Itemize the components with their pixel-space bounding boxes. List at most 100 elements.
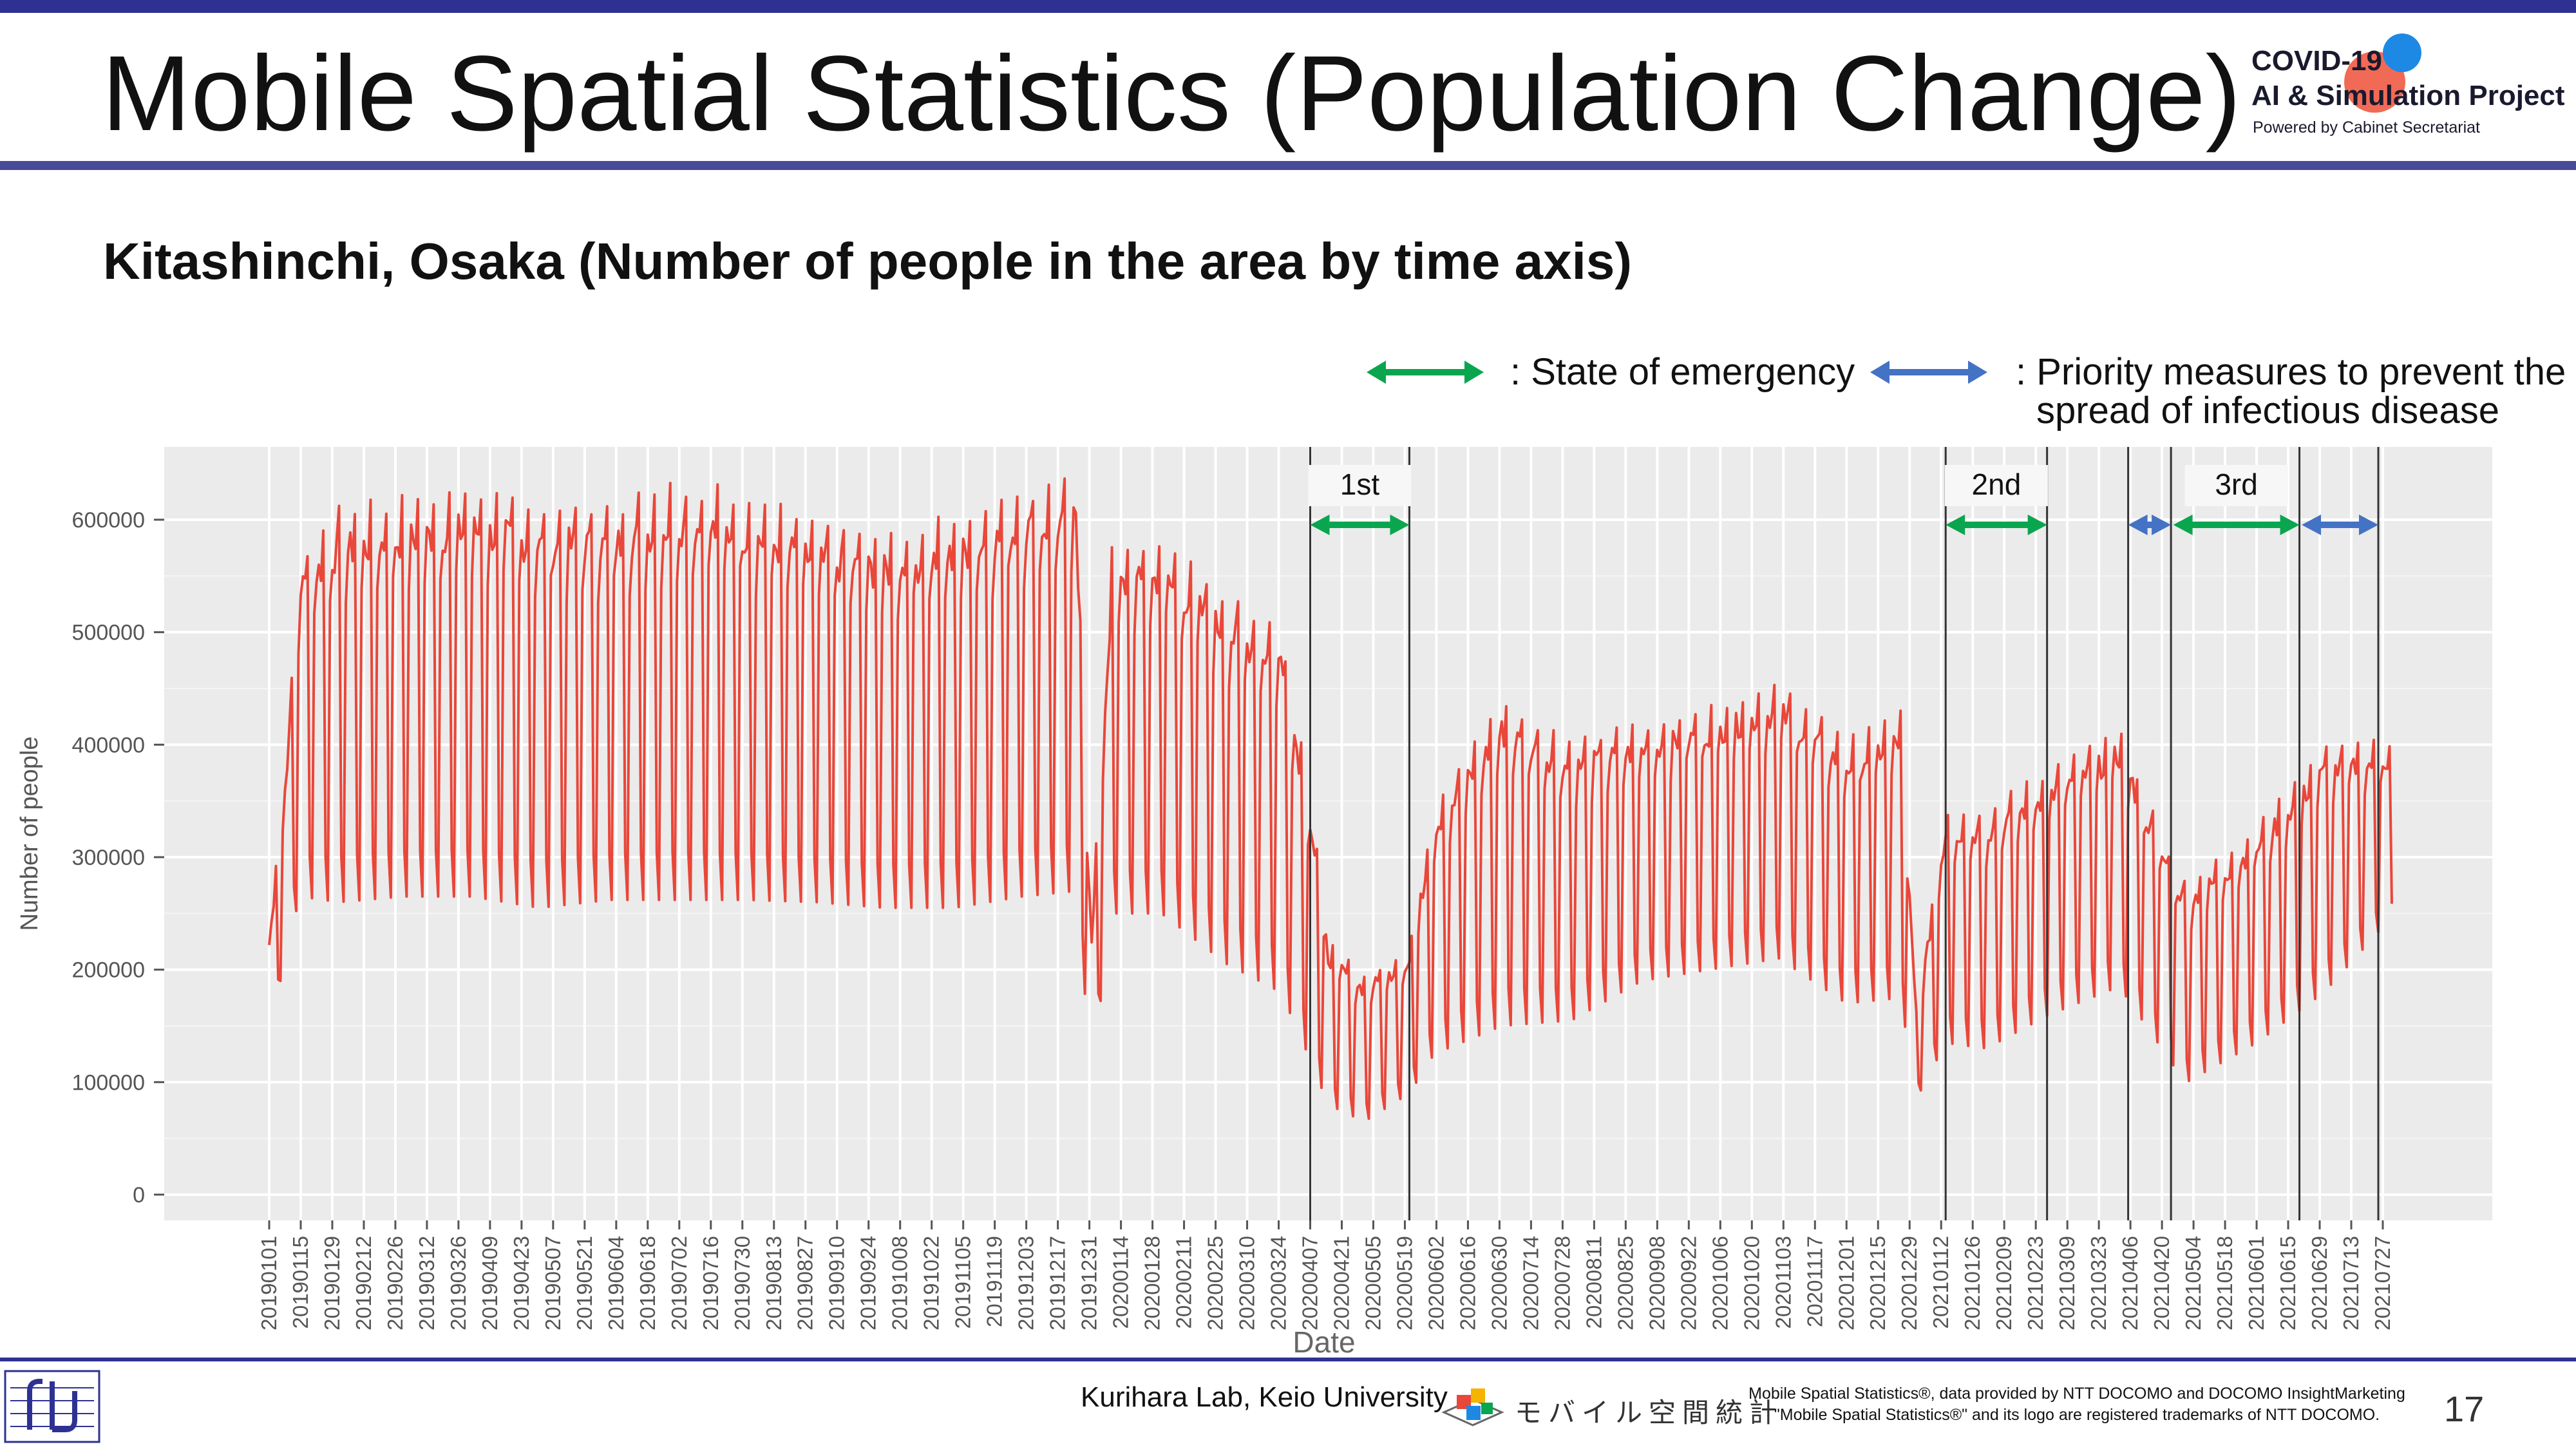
x-tick-label: 20210126 — [1960, 1236, 1984, 1331]
emergency-arrow-head-left — [1946, 515, 1965, 535]
x-tick-label: 20210309 — [2055, 1236, 2079, 1331]
period-label: 2nd — [1972, 468, 2022, 501]
x-tick-label: 20210323 — [2087, 1236, 2110, 1331]
x-tick-label: 20201103 — [1771, 1236, 1795, 1329]
x-tick-label: 20201215 — [1866, 1236, 1889, 1331]
x-tick-label: 20200519 — [1392, 1236, 1416, 1331]
x-axis-title: Date — [1293, 1325, 1355, 1359]
y-tick-label: 600000 — [72, 508, 145, 533]
x-tick-label: 20190730 — [730, 1236, 754, 1331]
x-tick-label: 20200310 — [1235, 1236, 1259, 1331]
y-tick-label: 200000 — [72, 958, 145, 983]
x-tick-label: 20201117 — [1803, 1236, 1826, 1327]
priority-arrow-head-right — [2359, 515, 2379, 535]
footer-divider — [0, 1358, 2576, 1361]
chart-subtitle: Kitashinchi, Osaka (Number of people in … — [103, 232, 1632, 290]
header-divider — [0, 161, 2576, 170]
x-tick-label: 20200825 — [1613, 1236, 1637, 1331]
data-source-line-1: Mobile Spatial Statistics®, data provide… — [1748, 1385, 2405, 1403]
mobile-stats-logo-text: モバイル空間統計 — [1515, 1397, 1783, 1428]
header-top-bar — [0, 0, 2576, 13]
x-tick-label: 20200728 — [1550, 1236, 1574, 1331]
page-number: 17 — [2444, 1388, 2485, 1429]
x-tick-label: 20200922 — [1676, 1236, 1700, 1331]
x-tick-label: 20210601 — [2244, 1236, 2268, 1331]
x-tick-label: 20200602 — [1424, 1236, 1448, 1331]
x-tick-label: 20210504 — [2181, 1236, 2205, 1331]
emergency-arrow-head-right — [1390, 515, 1410, 535]
lab-logo-icon — [4, 1370, 100, 1443]
x-tick-label: 20200630 — [1487, 1236, 1511, 1331]
x-tick-label: 20190507 — [541, 1236, 565, 1331]
period-label: 1st — [1340, 468, 1380, 501]
mobile-spatial-statistics-logo: モバイル空間統計 — [1437, 1377, 1776, 1435]
priority-arrow-head-right — [2152, 515, 2172, 535]
x-tick-label: 20210406 — [2118, 1236, 2142, 1331]
logo-line-2: AI & Simulation Project — [2251, 80, 2565, 111]
x-tick-label: 20191231 — [1077, 1236, 1101, 1331]
x-tick-label: 20190827 — [793, 1236, 817, 1331]
logo-line-1: COVID-19 — [2251, 45, 2382, 77]
x-tick-label: 20210713 — [2339, 1236, 2363, 1331]
x-tick-label: 20210518 — [2213, 1236, 2237, 1331]
x-tick-label: 20191217 — [1046, 1236, 1070, 1331]
x-tick-label: 20190129 — [320, 1236, 344, 1331]
x-tick-label: 20210420 — [2150, 1236, 2174, 1331]
x-tick-label: 20190521 — [573, 1236, 596, 1331]
x-tick-label: 20190716 — [699, 1236, 723, 1331]
x-tick-label: 20190924 — [857, 1236, 880, 1331]
logo-blue-circle — [2383, 33, 2421, 72]
y-tick-label: 500000 — [72, 621, 145, 645]
x-tick-label: 20200908 — [1645, 1236, 1669, 1331]
x-tick-label: 20200714 — [1519, 1236, 1542, 1331]
x-tick-label: 20200407 — [1298, 1236, 1322, 1331]
emergency-legend-label: : State of emergency — [1510, 351, 1855, 393]
emergency-arrow-head-left — [1310, 515, 1330, 535]
period-label: 3rd — [2215, 468, 2257, 501]
priority-legend-arrow — [1870, 361, 1987, 384]
x-tick-label: 20191022 — [920, 1236, 943, 1331]
priority-legend-label-line1: : Priority measures to prevent the — [2016, 351, 2566, 393]
chart-legend: : State of emergency : Priority measures… — [1359, 348, 2576, 444]
x-tick-label: 20191105 — [951, 1236, 975, 1329]
project-logo: COVID-19 AI & Simulation Project Powered… — [2248, 26, 2570, 148]
x-tick-label: 20190212 — [352, 1236, 375, 1331]
period-label-box — [2184, 465, 2288, 506]
x-tick-label: 20191008 — [888, 1236, 912, 1331]
mobile-stats-cube-icon — [1441, 1388, 1504, 1426]
x-tick-label: 20201229 — [1897, 1236, 1921, 1331]
y-axis-title: Number of people — [16, 736, 43, 931]
x-tick-label: 20190604 — [604, 1236, 628, 1331]
data-source-line-2: "Mobile Spatial Statistics®" and its log… — [1774, 1406, 2380, 1424]
x-tick-label: 20210615 — [2276, 1236, 2300, 1331]
period-label-box — [1308, 465, 1412, 506]
x-tick-label: 20200324 — [1267, 1236, 1291, 1331]
x-tick-label: 20190910 — [825, 1236, 849, 1331]
x-tick-label: 20210223 — [2023, 1236, 2047, 1331]
y-tick-label: 100000 — [72, 1070, 145, 1095]
y-tick-label: 300000 — [72, 846, 145, 870]
slide-title: Mobile Spatial Statistics (Population Ch… — [102, 34, 2241, 153]
x-tick-label: 20200616 — [1455, 1236, 1479, 1331]
emergency-arrow-head-right — [2027, 515, 2047, 535]
data-source-note: Mobile Spatial Statistics®, data provide… — [1736, 1383, 2418, 1426]
x-tick-label: 20200114 — [1109, 1236, 1133, 1329]
x-tick-label: 20200211 — [1172, 1236, 1196, 1329]
x-tick-label: 20190115 — [289, 1236, 312, 1329]
x-tick-label: 20190226 — [383, 1236, 407, 1331]
priority-arrow-head-left — [2128, 515, 2148, 535]
x-tick-label: 20190312 — [415, 1236, 439, 1331]
x-tick-label: 20200225 — [1204, 1236, 1227, 1331]
x-tick-label: 20190618 — [636, 1236, 659, 1331]
x-tick-label: 20210629 — [2307, 1236, 2331, 1331]
priority-legend-label-line2: spread of infectious disease — [2036, 390, 2499, 431]
x-tick-label: 20210112 — [1929, 1236, 1953, 1329]
priority-arrow-head-left — [2302, 515, 2322, 535]
x-tick-label: 20191203 — [1014, 1236, 1038, 1331]
period-label-box — [1944, 465, 2048, 506]
x-tick-label: 20200128 — [1141, 1236, 1164, 1331]
x-tick-label: 20190702 — [667, 1236, 691, 1331]
x-tick-label: 20200811 — [1582, 1236, 1605, 1329]
y-tick-label: 0 — [133, 1183, 145, 1208]
x-tick-label: 20190101 — [257, 1236, 281, 1331]
